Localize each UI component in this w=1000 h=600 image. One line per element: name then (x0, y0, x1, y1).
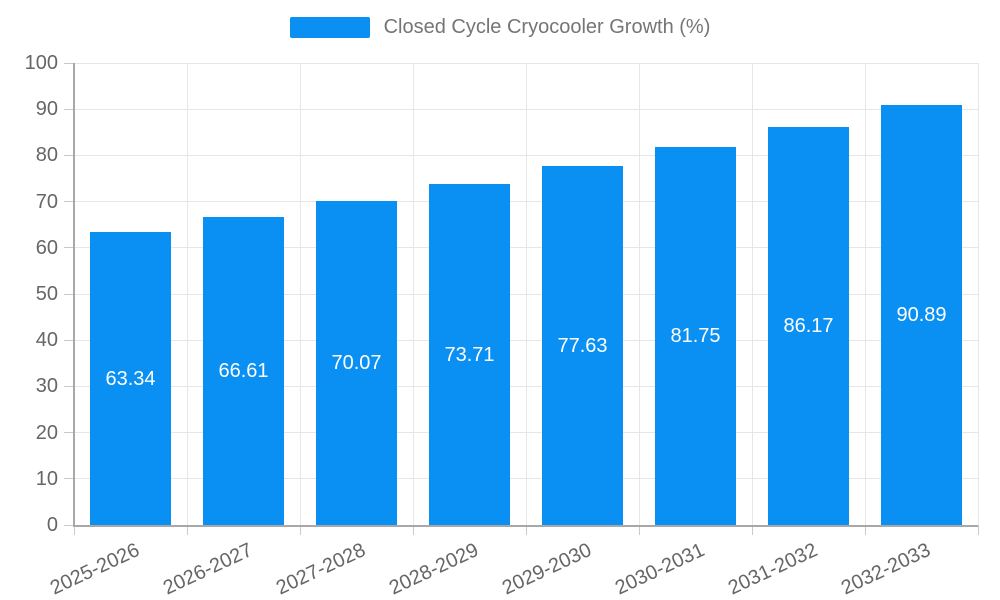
bar[interactable] (90, 232, 171, 525)
bar[interactable] (655, 147, 736, 525)
y-axis-tick (64, 247, 74, 249)
x-axis-tick (864, 525, 866, 535)
x-gridline (751, 63, 753, 525)
x-gridline (412, 63, 414, 525)
x-gridline (864, 63, 866, 525)
y-axis-label: 10 (35, 467, 58, 490)
y-axis-label: 40 (35, 329, 58, 352)
x-axis-tick (638, 525, 640, 535)
x-axis-label: 2027-2028 (272, 539, 369, 600)
x-gridline (638, 63, 640, 525)
bar[interactable] (768, 126, 849, 525)
x-axis-tick (299, 525, 301, 535)
x-axis-tick (751, 525, 753, 535)
y-axis-label: 80 (35, 144, 58, 167)
x-axis-tick (525, 525, 527, 535)
x-axis-label: 2029-2030 (498, 539, 595, 600)
x-axis-tick (73, 525, 75, 535)
x-axis-line (73, 525, 978, 527)
legend-label: Closed Cycle Cryocooler Growth (%) (383, 16, 711, 38)
y-axis-label: 20 (35, 421, 58, 444)
x-axis-label: 2032-2033 (837, 539, 934, 600)
bar[interactable] (881, 105, 962, 525)
x-axis-tick (977, 525, 979, 535)
x-axis-label: 2031-2032 (724, 539, 821, 600)
y-axis-tick (64, 108, 74, 110)
y-axis-label: 90 (35, 98, 58, 121)
bar[interactable] (316, 201, 397, 525)
x-axis-label: 2030-2031 (611, 539, 708, 600)
y-axis-tick (64, 339, 74, 341)
bar[interactable] (429, 184, 510, 525)
x-axis-tick (186, 525, 188, 535)
y-axis-tick (64, 385, 74, 387)
y-axis-tick (64, 478, 74, 480)
x-gridline (977, 63, 979, 525)
y-axis-tick (64, 524, 74, 526)
x-axis-label: 2026-2027 (159, 539, 256, 600)
y-axis-tick (64, 432, 74, 434)
x-axis-label: 2028-2029 (385, 539, 482, 600)
legend[interactable]: Closed Cycle Cryocooler Growth (%) (0, 16, 1000, 39)
y-axis-tick (64, 62, 74, 64)
y-axis-label: 30 (35, 375, 58, 398)
y-axis-tick (64, 293, 74, 295)
y-axis-label: 100 (24, 52, 58, 74)
y-axis-label: 70 (35, 190, 58, 213)
y-axis-line (73, 63, 75, 526)
y-axis-tick (64, 201, 74, 203)
bar[interactable] (203, 217, 284, 525)
x-gridline (525, 63, 527, 525)
x-gridline (299, 63, 301, 525)
x-gridline (186, 63, 188, 525)
y-axis-label: 50 (35, 283, 58, 305)
legend-swatch (289, 17, 370, 38)
x-axis-tick (412, 525, 414, 535)
x-axis-label: 2025-2026 (46, 539, 143, 600)
y-axis-label: 0 (46, 514, 58, 536)
bar[interactable] (542, 166, 623, 525)
y-axis-tick (64, 154, 74, 156)
y-axis-label: 60 (35, 236, 58, 259)
